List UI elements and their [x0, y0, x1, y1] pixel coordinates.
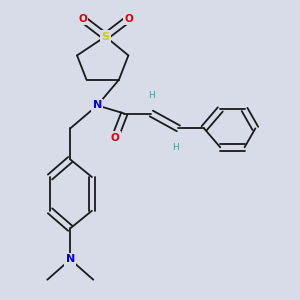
Text: H: H: [148, 92, 155, 100]
Text: O: O: [124, 14, 133, 24]
Text: S: S: [101, 32, 110, 41]
Text: O: O: [110, 133, 119, 143]
Text: H: H: [172, 143, 179, 152]
Text: N: N: [93, 100, 102, 110]
Text: O: O: [78, 14, 87, 24]
Text: N: N: [66, 254, 75, 264]
